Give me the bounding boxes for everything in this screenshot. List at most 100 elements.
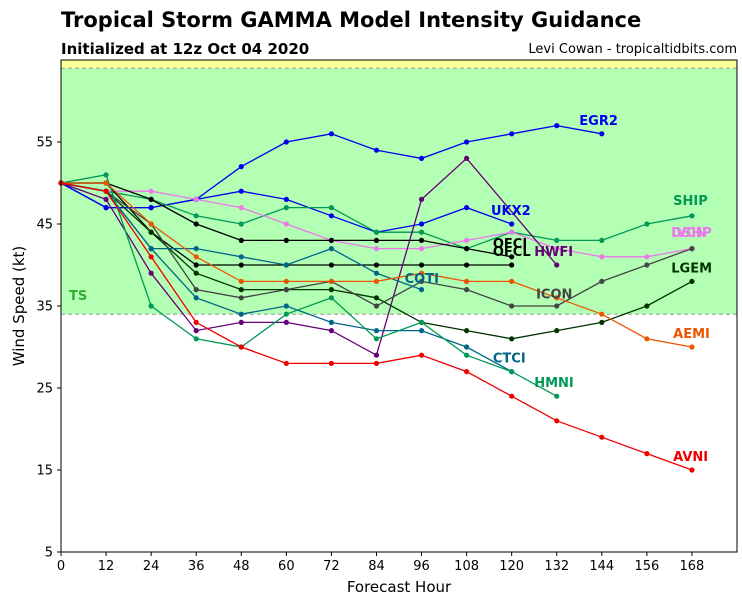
data-point-dshp-144 bbox=[599, 254, 605, 260]
data-point-aemi-72 bbox=[328, 278, 334, 284]
series-avni bbox=[58, 180, 695, 473]
y-tick-label-45: 45 bbox=[36, 218, 53, 233]
data-point-dshp-48 bbox=[238, 205, 244, 211]
data-point-dshp-156 bbox=[644, 254, 650, 260]
data-point-hwfi-12 bbox=[103, 196, 109, 202]
data-point-icon-48 bbox=[238, 295, 244, 301]
data-point-avni-84 bbox=[373, 360, 380, 366]
data-point-hwfi-24 bbox=[148, 270, 154, 276]
data-point-icon-132 bbox=[554, 303, 560, 309]
data-point-aemi-120 bbox=[509, 278, 515, 284]
data-point-coti-36 bbox=[193, 246, 199, 252]
data-point-egr2-96 bbox=[418, 155, 425, 161]
data-point-ctci-96 bbox=[418, 328, 425, 334]
data-point-icon-144 bbox=[599, 278, 605, 284]
data-point-hwfi-108 bbox=[464, 155, 470, 161]
data-point-aemi-156 bbox=[644, 336, 650, 342]
data-point-lgem-132 bbox=[554, 328, 560, 334]
data-point-icon-120 bbox=[509, 303, 515, 309]
data-point-hmni-132 bbox=[554, 393, 560, 399]
data-point-dshp-96 bbox=[418, 246, 425, 252]
data-point-hmni-108 bbox=[464, 352, 470, 358]
y-tick-label-55: 55 bbox=[36, 136, 53, 151]
y-tick-label-25: 25 bbox=[36, 382, 53, 397]
data-point-lgem-120 bbox=[509, 336, 515, 342]
data-point-ctci-72 bbox=[328, 319, 334, 325]
series-hwfi bbox=[58, 155, 560, 358]
data-point-ship-60 bbox=[283, 205, 289, 211]
data-point-ofci-60 bbox=[283, 237, 289, 243]
data-point-coti-84 bbox=[373, 270, 380, 276]
data-point-ctci-36 bbox=[193, 295, 199, 301]
x-tick-label-60: 60 bbox=[278, 559, 295, 574]
data-point-ship-96 bbox=[418, 229, 425, 235]
data-point-icon-168 bbox=[689, 246, 695, 252]
data-point-avni-144 bbox=[599, 434, 605, 440]
data-point-ofcl-108 bbox=[464, 262, 470, 268]
data-point-lgem-168 bbox=[689, 278, 695, 284]
intensity-band-1 bbox=[61, 60, 737, 69]
data-point-ukx2-12 bbox=[103, 205, 109, 211]
data-point-avni-132 bbox=[554, 418, 560, 424]
data-point-ofci-120 bbox=[509, 254, 515, 260]
data-point-hmni-24 bbox=[148, 303, 154, 309]
data-point-aemi-168 bbox=[689, 344, 695, 350]
series-lines bbox=[58, 123, 695, 473]
series-label-aemi: AEMI bbox=[673, 327, 710, 342]
x-tick-label-36: 36 bbox=[188, 559, 205, 574]
data-point-dshp-60 bbox=[283, 221, 289, 227]
data-point-icon-36 bbox=[193, 287, 199, 293]
data-point-ofcl-84 bbox=[373, 262, 380, 268]
y-axis-title: Wind Speed (kt) bbox=[10, 246, 28, 367]
series-aemi bbox=[58, 180, 695, 350]
data-point-aemi-108 bbox=[464, 278, 470, 284]
data-point-coti-96 bbox=[418, 287, 425, 293]
series-label-avni: AVNI bbox=[673, 450, 708, 465]
data-point-hmni-60 bbox=[283, 311, 289, 317]
data-point-ukx2-48 bbox=[238, 188, 244, 194]
data-point-hmni-72 bbox=[328, 295, 334, 301]
series-label-hmni: HMNI bbox=[534, 376, 574, 391]
data-point-ofci-96 bbox=[418, 237, 425, 243]
x-tick-label-84: 84 bbox=[368, 559, 385, 574]
data-point-lgem-156 bbox=[644, 303, 650, 309]
data-point-icon-156 bbox=[644, 262, 650, 268]
data-point-ship-36 bbox=[193, 213, 199, 219]
data-point-ofci-48 bbox=[238, 237, 244, 243]
data-point-icon-108 bbox=[464, 287, 470, 293]
series-label-lgem: LGEM bbox=[671, 261, 712, 276]
data-point-avni-48 bbox=[238, 344, 244, 350]
series-label-coti: COTI bbox=[405, 272, 439, 287]
chart-title: Tropical Storm GAMMA Model Intensity Gui… bbox=[61, 8, 642, 32]
data-point-lgem-24 bbox=[148, 229, 154, 235]
data-point-coti-60 bbox=[283, 262, 289, 268]
data-point-hmni-12 bbox=[103, 172, 109, 178]
x-tick-label-120: 120 bbox=[499, 559, 524, 574]
series-label-dshp: DSHP bbox=[671, 226, 712, 241]
data-point-hmni-84 bbox=[373, 336, 380, 342]
data-point-egr2-120 bbox=[509, 131, 515, 137]
data-point-dshp-120 bbox=[509, 229, 515, 235]
data-point-ofcl-120 bbox=[509, 262, 515, 268]
data-point-ofci-36 bbox=[193, 221, 199, 227]
data-point-egr2-72 bbox=[328, 131, 334, 137]
data-point-dshp-132 bbox=[554, 246, 560, 252]
series-label-ofci: OFCI bbox=[493, 237, 527, 252]
data-point-coti-72 bbox=[328, 246, 334, 252]
data-point-aemi-84 bbox=[373, 278, 380, 284]
x-tick-label-96: 96 bbox=[413, 559, 430, 574]
x-tick-label-108: 108 bbox=[454, 559, 479, 574]
series-line-hmni bbox=[60, 174, 558, 397]
data-point-aemi-60 bbox=[283, 278, 289, 284]
data-point-lgem-36 bbox=[193, 270, 199, 276]
data-point-ofcl-48 bbox=[238, 262, 244, 268]
data-point-ctci-108 bbox=[464, 344, 470, 350]
x-tick-label-0: 0 bbox=[57, 559, 65, 574]
data-point-egr2-144 bbox=[599, 131, 605, 137]
data-point-hwfi-96 bbox=[418, 196, 425, 202]
data-point-lgem-144 bbox=[599, 319, 605, 325]
data-point-egr2-132 bbox=[554, 123, 560, 129]
data-point-ukx2-72 bbox=[328, 213, 334, 219]
